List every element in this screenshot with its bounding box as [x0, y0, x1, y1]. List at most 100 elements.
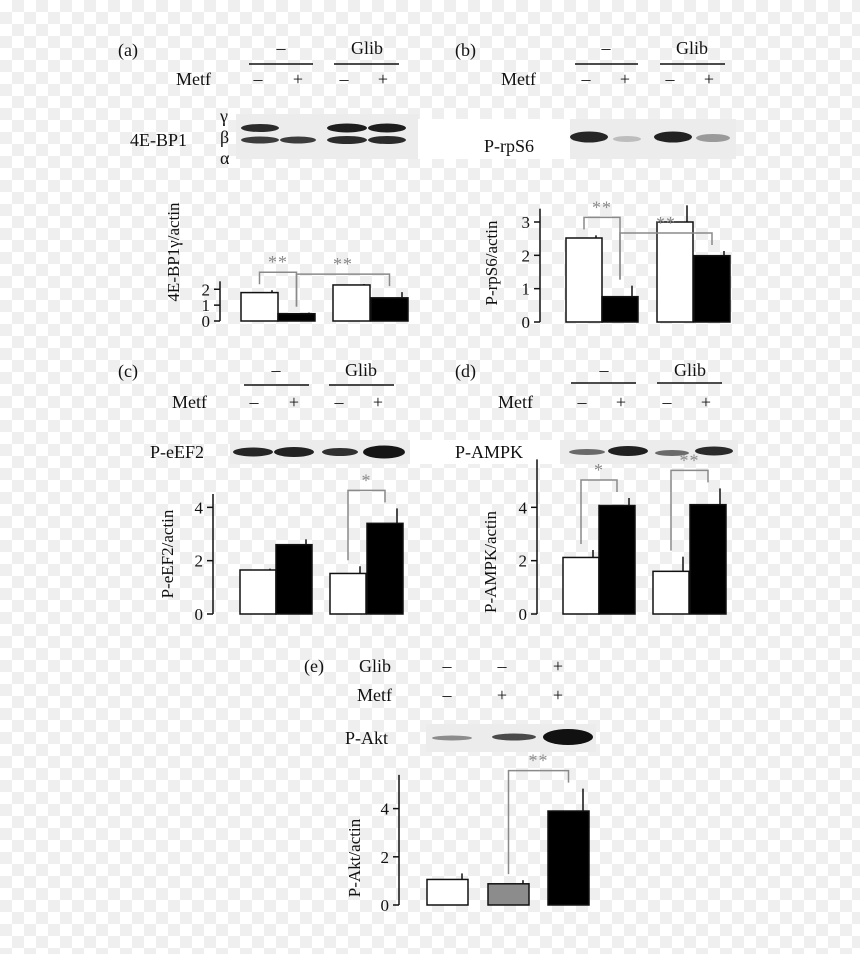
significance-label: ** — [529, 751, 549, 771]
lane-label-b-3: – — [665, 69, 676, 89]
panel-d: (d) – Glib Metf – + – + P-AMPK P-AMPK/ac… — [410, 360, 738, 624]
lane-label-a-2: + — [293, 69, 303, 89]
group-label-glib-a: Glib — [351, 38, 383, 58]
metf-label-a: Metf — [176, 69, 211, 89]
chart-c: P-eEF2/actin 0 2 4 * — [158, 470, 404, 624]
group-label-control-b: – — [601, 38, 612, 58]
bar — [239, 569, 277, 615]
glib-lane-e-2: – — [497, 656, 508, 676]
western-blot-d — [560, 440, 738, 464]
glib-label-e: Glib — [359, 656, 391, 676]
blot-band — [322, 448, 358, 456]
lane-label-a-4: + — [378, 69, 388, 89]
significance-bracket — [347, 489, 386, 561]
blot-band — [695, 446, 733, 456]
significance-label: ** — [333, 254, 353, 274]
significance-label: * — [594, 460, 604, 480]
western-blot-b — [570, 119, 736, 159]
lane-label-b-1: – — [581, 69, 592, 89]
significance-label: ** — [268, 252, 288, 272]
significance-label: * — [362, 470, 372, 490]
panel-letter-e: (e) — [304, 656, 324, 677]
lane-label-c-4: + — [373, 392, 383, 412]
bar — [689, 503, 727, 615]
lane-label-d-2: + — [616, 392, 626, 412]
chart-e: P-Akt/actin 0 2 4 ** — [345, 751, 590, 915]
blot-label-box-b — [418, 119, 570, 159]
bar — [652, 570, 690, 615]
y-tick-label: 0 — [381, 896, 390, 915]
blot-band — [654, 131, 692, 143]
blot-band — [280, 136, 316, 144]
panel-letter-b: (b) — [455, 40, 476, 61]
metf-lane-e-1: – — [442, 685, 453, 705]
blot-band — [368, 136, 406, 144]
blot-band — [274, 447, 314, 457]
y-axis-label-d: P-AMPK/actin — [481, 511, 500, 614]
bar — [547, 810, 590, 906]
metf-label-e: Metf — [357, 685, 392, 705]
panel-letter-d: (d) — [455, 361, 476, 382]
bar — [426, 878, 469, 906]
bar — [370, 297, 409, 322]
isoform-beta: β — [220, 127, 229, 147]
blot-label-4e-bp1: 4E-BP1 — [130, 130, 187, 150]
blot-band — [368, 123, 406, 133]
y-tick-label: 2 — [195, 552, 204, 571]
bar — [562, 556, 600, 615]
lane-label-c-1: – — [249, 392, 260, 412]
significance-label: ** — [680, 450, 700, 470]
y-tick-label: 2 — [522, 246, 531, 265]
blot-band — [432, 735, 472, 741]
blot-band — [241, 136, 279, 144]
significance-label: ** — [592, 197, 612, 217]
group-label-control-a: – — [276, 38, 287, 58]
blot-band — [363, 445, 405, 459]
blot-band — [570, 131, 608, 143]
lane-label-c-2: + — [289, 392, 299, 412]
blot-label-p-rps6: P-rpS6 — [484, 136, 534, 156]
metf-lane-e-2: + — [497, 685, 507, 705]
bar — [656, 221, 694, 323]
lane-label-a-1: – — [253, 69, 264, 89]
chart-b: P-rpS6/actin 0 1 2 3 ** ** — [482, 197, 731, 332]
blot-band — [233, 447, 273, 457]
lane-label-b-4: + — [704, 69, 714, 89]
metf-lane-e-3: + — [553, 685, 563, 705]
significance-bracket — [295, 273, 391, 307]
western-blot-c — [230, 440, 410, 464]
y-tick-label: 2 — [381, 848, 390, 867]
bar — [601, 295, 639, 323]
metf-label-b: Metf — [501, 69, 536, 89]
significance-bracket — [507, 769, 570, 875]
group-label-control-d: – — [599, 360, 610, 380]
bar — [277, 312, 316, 322]
blot-band — [608, 446, 648, 456]
bar — [598, 504, 636, 615]
western-blot-a — [236, 114, 419, 159]
blot-band — [696, 134, 730, 142]
significance-bracket — [580, 479, 618, 544]
blot-band — [327, 136, 367, 144]
metf-label-c: Metf — [172, 392, 207, 412]
panel-b: (b) – Glib Metf – + – + P-rpS6 P-rpS6/ac… — [418, 38, 736, 332]
y-axis-label-a: 4E-BP1γ/actin — [164, 202, 183, 302]
y-tick-label: 0 — [195, 605, 204, 624]
blot-band — [569, 449, 605, 455]
panel-c: (c) – Glib Metf – + – + P-eEF2 P-eEF2/ac… — [118, 360, 410, 624]
y-tick-label: 1 — [202, 296, 211, 315]
metf-label-d: Metf — [498, 392, 533, 412]
y-tick-label: 1 — [522, 280, 531, 299]
lane-label-d-1: – — [577, 392, 588, 412]
blot-band — [327, 123, 367, 133]
lane-label-d-4: + — [701, 392, 711, 412]
glib-lane-e-1: – — [442, 656, 453, 676]
blot-band — [543, 729, 593, 745]
bar — [693, 254, 731, 323]
significance-label: ** — [656, 213, 676, 233]
y-axis-label-b: P-rpS6/actin — [482, 220, 501, 305]
blot-label-box-d — [410, 440, 560, 464]
blot-band — [492, 733, 536, 741]
group-label-glib-b: Glib — [676, 38, 708, 58]
